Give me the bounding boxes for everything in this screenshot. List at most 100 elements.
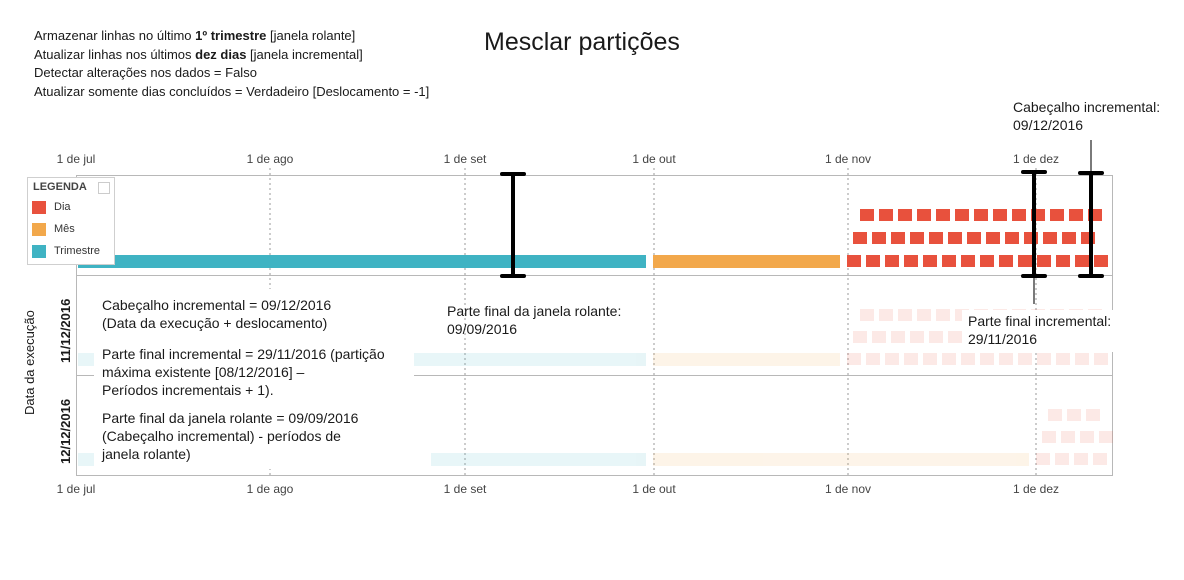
legend-toggle-icon[interactable] [98,182,110,194]
brackets [500,170,1104,278]
day-partition [999,353,1013,365]
tick-top-jul: 1 de jul [56,152,96,166]
tick-bottom-oct: 1 de out [632,482,676,496]
explanation-head: Cabeçalho incremental = 09/12/2016 (Data… [102,297,332,331]
day-partition [917,209,931,221]
day-partition [898,209,912,221]
tick-top-aug: 1 de ago [246,152,294,166]
day-partitions-current [847,209,1108,267]
run2-quarter-bar-2 [431,453,646,466]
run2-month-bar [653,453,1029,466]
day-partition [1069,209,1083,221]
day-partition [1062,232,1076,244]
legend-swatch-quarter [32,245,46,258]
day-partition [860,309,874,321]
legend-swatch-month [32,223,46,236]
day-partition [1086,409,1100,421]
day-partition [1075,353,1089,365]
rolling-tail-bracket [500,172,526,278]
tick-bottom-sep: 1 de set [443,482,487,496]
day-partition [885,353,899,365]
day-partition [1061,431,1075,443]
day-partition [961,255,975,267]
y-axis-title: Data da execução [22,310,37,415]
explanation-box [94,289,414,469]
day-partition [986,232,1000,244]
month-bar [653,255,840,268]
run2-days [1036,409,1113,465]
run1-quarter-bar-2 [414,353,646,366]
run2-day-row-2 [1042,431,1113,443]
day-partition [1074,453,1088,465]
day-partition [1048,409,1062,421]
day-partition [1036,453,1050,465]
day-partition [891,232,905,244]
run1-day-row-3 [847,353,1108,365]
day-partition [1080,431,1094,443]
day-partition [1042,431,1056,443]
run1-month-bar [653,353,840,366]
day-partition [961,353,975,365]
day-partition [929,232,943,244]
day-partition [929,331,943,343]
run2-day-row-3 [1036,453,1107,465]
day-partition [974,209,988,221]
day-partition [923,353,937,365]
day-partition [936,209,950,221]
day-partition [1018,255,1032,267]
settings-block: Armazenar linhas no último 1º trimestre … [34,27,429,101]
day-partition [872,331,886,343]
legend-title: LEGENDA [33,181,87,193]
day-partition [936,309,950,321]
incremental-tail-bracket [1021,170,1047,278]
day-partition [1037,353,1051,365]
tick-bottom-jul: 1 de jul [56,482,96,496]
explanation-incremental-tail: Parte final incremental = 29/11/2016 (pa… [102,346,385,398]
day-partition [999,255,1013,267]
setting-complete-days: Atualizar somente dias concluídos = Verd… [34,83,430,99]
day-partition [967,232,981,244]
day-partition [847,353,861,365]
legend: LEGENDA Dia Mês Trimestre [27,177,115,265]
run-label-1: 11/12/2016 [58,298,73,363]
run-2-faded [78,409,1113,466]
day-partition [904,255,918,267]
day-partition [942,353,956,365]
day-partition [1037,255,1051,267]
day-partition [866,255,880,267]
day-partition [853,331,867,343]
day-partition [1018,353,1032,365]
day-partition [942,255,956,267]
setting-incremental-window: Atualizar linhas nos últimos dez dias [j… [34,46,363,62]
day-partition [948,232,962,244]
run-label-2: 12/12/2016 [58,398,73,464]
panel-run-2 [76,375,1113,476]
day-row-1 [860,209,1102,221]
explanation-rolling-tail: Parte final da janela rolante = 09/09/20… [102,410,359,462]
setting-detect-changes: Detectar alterações nos dados = Falso [34,65,257,80]
incremental-head-annotation: Cabeçalho incremental: 09/12/2016 [1013,99,1161,133]
day-partition [1055,453,1069,465]
day-partition [1056,255,1070,267]
page-title: Mesclar partições [484,28,680,56]
tick-top-oct: 1 de out [632,152,676,166]
day-partition [872,232,886,244]
legend-swatch-day [32,201,46,214]
day-partition [898,309,912,321]
day-partition [1005,232,1019,244]
quarter-bar [78,255,646,268]
day-partition [885,255,899,267]
day-partition [948,331,962,343]
day-partition [910,232,924,244]
day-partition [847,255,861,267]
incremental-tail-annotation: Parte final incremental: 29/11/2016 [962,310,1118,352]
day-partition [1094,255,1108,267]
day-partition [980,353,994,365]
day-partition [1056,353,1070,365]
tick-bottom-aug: 1 de ago [246,482,294,496]
tick-bottom-dec: 1 de dez [1012,482,1060,496]
tick-top-sep: 1 de set [443,152,487,166]
day-partition [904,353,918,365]
day-partition [923,255,937,267]
day-partition [917,309,931,321]
